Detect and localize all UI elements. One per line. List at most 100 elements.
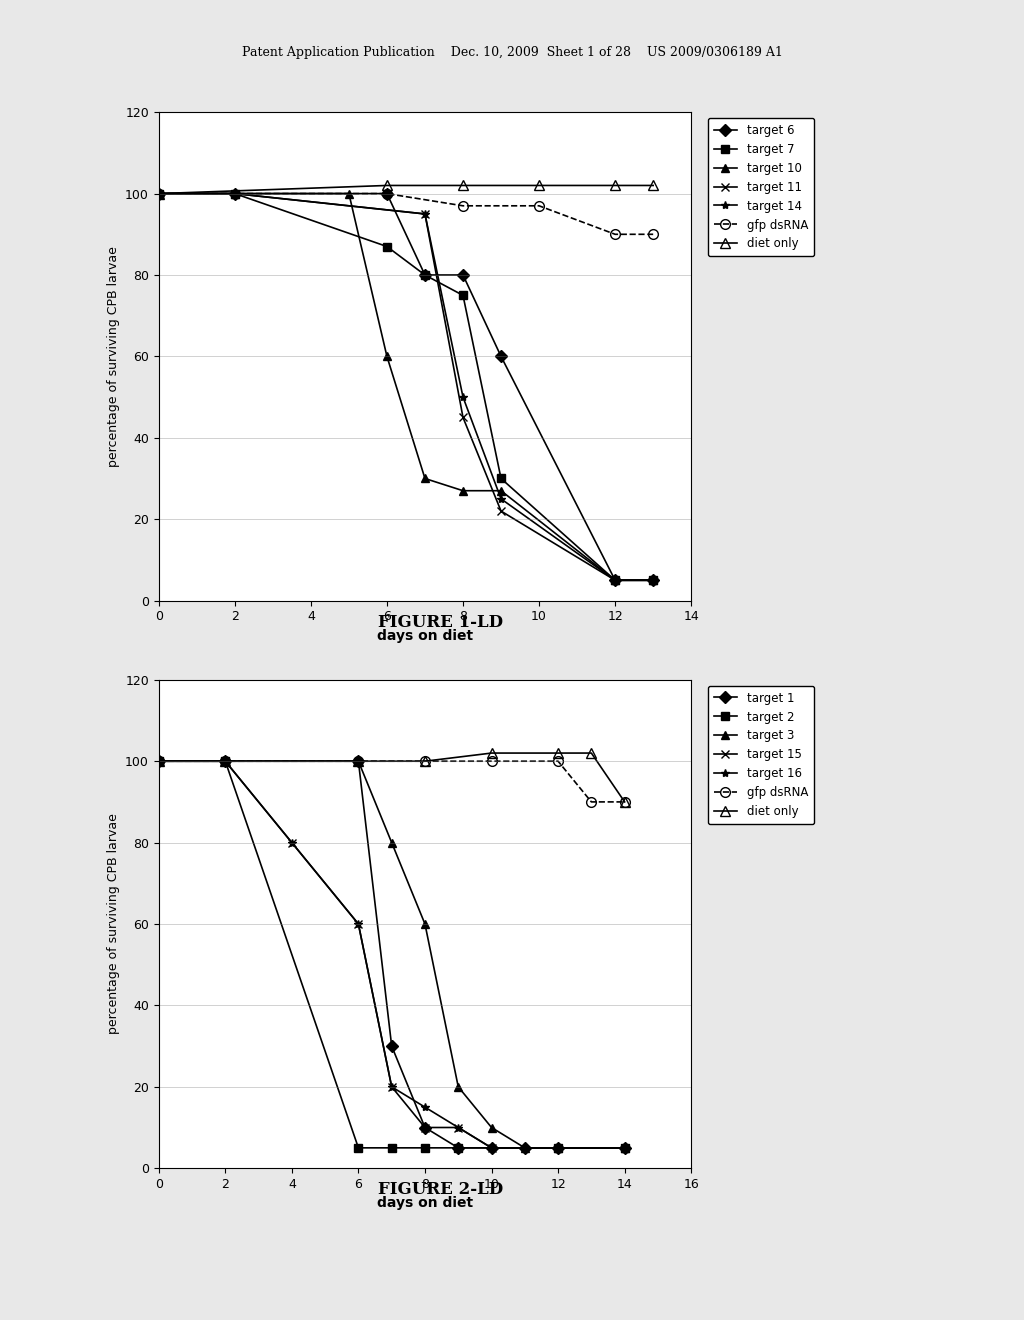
target 14 — [647, 573, 659, 589]
gfp dsRNA — [485, 754, 498, 770]
target 7 — [457, 288, 469, 304]
diet only — [153, 186, 165, 202]
diet only — [647, 178, 659, 194]
target 14 — [457, 389, 469, 405]
target 10 — [228, 186, 241, 202]
target 7 — [228, 186, 241, 202]
target 16 — [385, 1078, 397, 1094]
Line: target 16: target 16 — [155, 758, 629, 1152]
target 1 — [153, 754, 165, 770]
target 2 — [219, 754, 231, 770]
Line: target 10: target 10 — [155, 190, 657, 585]
target 16 — [153, 754, 165, 770]
target 2 — [552, 1140, 564, 1156]
target 2 — [419, 1140, 431, 1156]
target 1 — [552, 1140, 564, 1156]
target 6 — [228, 186, 241, 202]
diet only — [381, 178, 393, 194]
target 15 — [219, 754, 231, 770]
target 11 — [495, 503, 507, 519]
target 10 — [343, 186, 355, 202]
Legend: target 1, target 2, target 3, target 15, target 16, gfp dsRNA, diet only: target 1, target 2, target 3, target 15,… — [708, 685, 814, 824]
target 1 — [219, 754, 231, 770]
target 6 — [381, 186, 393, 202]
target 1 — [519, 1140, 531, 1156]
target 14 — [153, 186, 165, 202]
Line: target 6: target 6 — [155, 190, 657, 585]
diet only — [532, 178, 545, 194]
target 11 — [609, 573, 622, 589]
target 16 — [485, 1140, 498, 1156]
diet only — [485, 744, 498, 760]
gfp dsRNA — [552, 754, 564, 770]
gfp dsRNA — [586, 795, 598, 810]
target 2 — [153, 754, 165, 770]
target 7 — [647, 573, 659, 589]
diet only — [219, 754, 231, 770]
Line: gfp dsRNA: gfp dsRNA — [154, 189, 658, 239]
target 7 — [381, 239, 393, 255]
target 1 — [618, 1140, 631, 1156]
diet only — [419, 754, 431, 770]
Line: target 11: target 11 — [155, 190, 657, 585]
target 16 — [352, 916, 365, 932]
diet only — [586, 744, 598, 760]
target 2 — [618, 1140, 631, 1156]
Y-axis label: percentage of surviving CPB larvae: percentage of surviving CPB larvae — [106, 813, 120, 1035]
Line: diet only: diet only — [154, 748, 630, 807]
gfp dsRNA — [532, 198, 545, 214]
target 16 — [286, 834, 298, 850]
gfp dsRNA — [153, 186, 165, 202]
target 10 — [381, 348, 393, 364]
target 10 — [419, 471, 431, 487]
target 1 — [453, 1140, 465, 1156]
target 3 — [385, 834, 397, 850]
target 11 — [457, 409, 469, 425]
target 7 — [419, 267, 431, 282]
target 16 — [419, 1100, 431, 1115]
target 2 — [385, 1140, 397, 1156]
gfp dsRNA — [647, 227, 659, 243]
target 1 — [352, 754, 365, 770]
gfp dsRNA — [219, 754, 231, 770]
Line: target 3: target 3 — [155, 758, 629, 1152]
Line: target 1: target 1 — [155, 758, 629, 1152]
target 10 — [609, 573, 622, 589]
target 1 — [419, 1119, 431, 1135]
target 11 — [153, 186, 165, 202]
gfp dsRNA — [419, 754, 431, 770]
target 16 — [219, 754, 231, 770]
target 1 — [385, 1038, 397, 1053]
target 14 — [228, 186, 241, 202]
target 6 — [457, 267, 469, 282]
target 11 — [419, 206, 431, 222]
target 6 — [495, 348, 507, 364]
target 14 — [609, 573, 622, 589]
target 1 — [485, 1140, 498, 1156]
target 10 — [153, 186, 165, 202]
target 14 — [495, 491, 507, 507]
target 7 — [609, 573, 622, 589]
target 14 — [419, 206, 431, 222]
gfp dsRNA — [153, 754, 165, 770]
target 3 — [153, 754, 165, 770]
target 3 — [419, 916, 431, 932]
target 7 — [495, 471, 507, 487]
target 15 — [485, 1140, 498, 1156]
target 15 — [385, 1078, 397, 1094]
diet only — [352, 754, 365, 770]
target 3 — [552, 1140, 564, 1156]
gfp dsRNA — [457, 198, 469, 214]
gfp dsRNA — [609, 227, 622, 243]
target 3 — [519, 1140, 531, 1156]
target 3 — [618, 1140, 631, 1156]
Line: target 15: target 15 — [155, 758, 629, 1152]
target 10 — [495, 483, 507, 499]
target 7 — [153, 186, 165, 202]
target 15 — [419, 1119, 431, 1135]
target 11 — [647, 573, 659, 589]
target 15 — [618, 1140, 631, 1156]
target 10 — [647, 573, 659, 589]
diet only — [609, 178, 622, 194]
gfp dsRNA — [352, 754, 365, 770]
